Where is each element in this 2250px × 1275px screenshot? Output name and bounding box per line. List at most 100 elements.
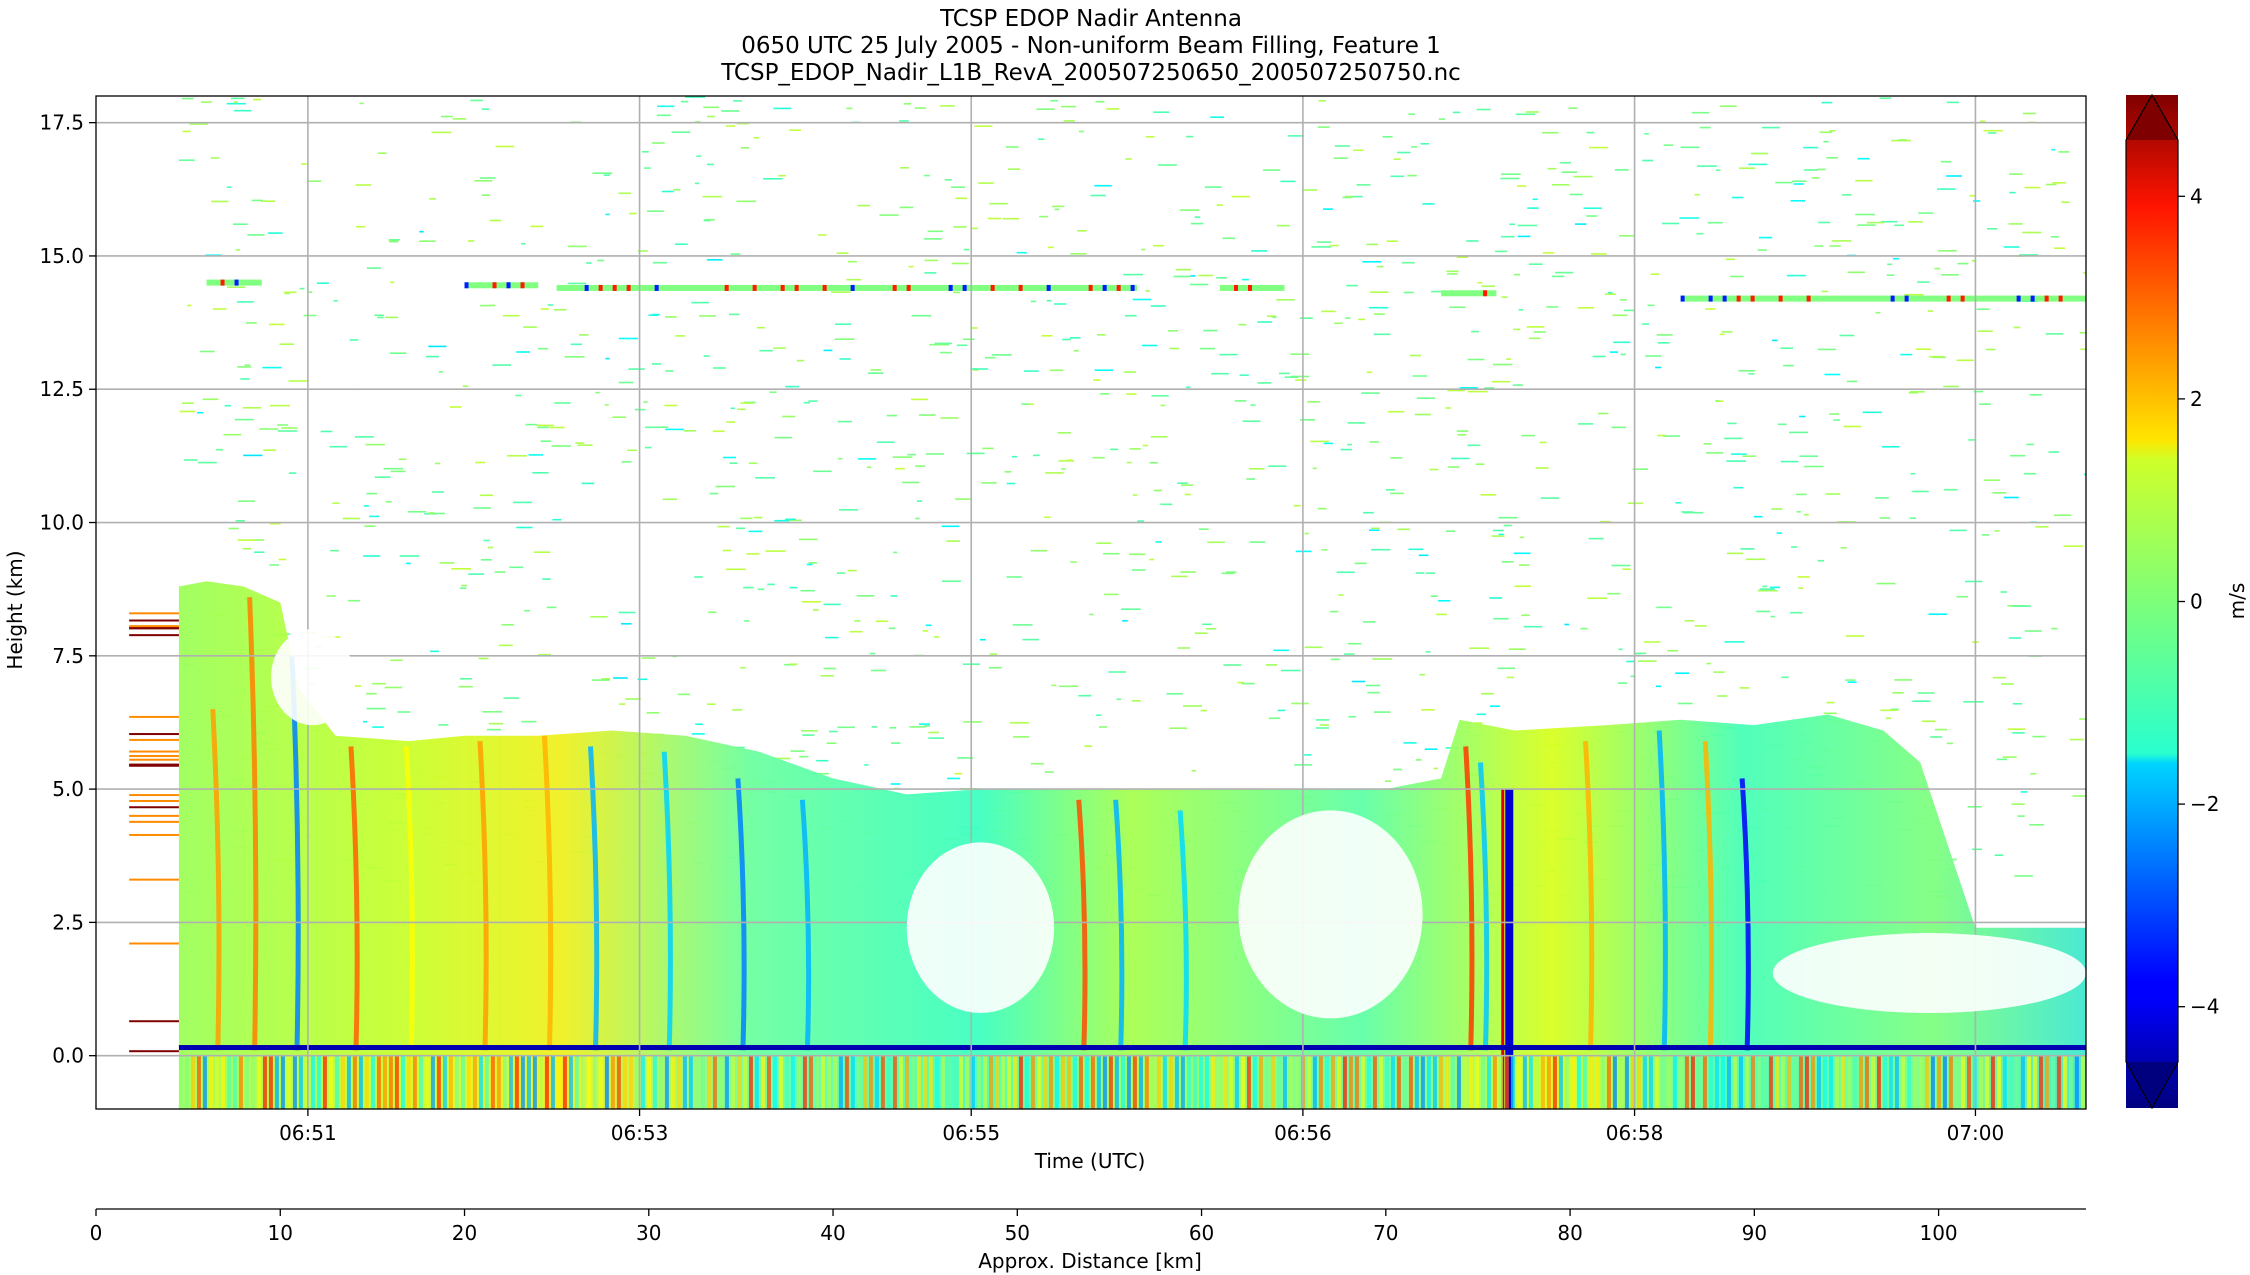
noise-speck <box>1481 693 1494 695</box>
noise-speck <box>270 404 290 407</box>
clutter-column <box>586 1055 591 1109</box>
noise-speck <box>1772 339 1778 342</box>
noise-speck <box>377 152 387 154</box>
colorbar-extend-top <box>2126 95 2178 140</box>
noise-speck <box>1278 372 1290 375</box>
noise-speck <box>389 240 399 243</box>
noise-speck <box>384 686 403 689</box>
noise-speck <box>1759 236 1773 239</box>
distance-tick-label: 70 <box>1373 1221 1398 1245</box>
noise-speck <box>1643 641 1661 643</box>
noise-speck <box>1149 462 1158 464</box>
colorbar-tick-label: −4 <box>2190 995 2219 1019</box>
noise-speck <box>1506 358 1511 360</box>
noise-speck <box>1317 126 1330 128</box>
anvil-segment <box>1680 295 2086 302</box>
velocity-streak <box>1477 762 1490 1051</box>
noise-speck <box>1334 145 1351 147</box>
noise-speck <box>251 199 263 202</box>
noise-speck <box>1721 331 1733 333</box>
noise-speck <box>989 653 998 655</box>
noise-speck <box>709 492 719 495</box>
velocity-streak <box>247 597 259 1051</box>
noise-speck <box>1106 108 1120 110</box>
noise-speck <box>2009 173 2023 175</box>
noise-speck <box>1662 222 1679 225</box>
x-tick-label: 06:56 <box>1274 1121 1332 1145</box>
noise-speck <box>238 500 255 502</box>
clutter-column <box>472 1055 477 1109</box>
clutter-column <box>1570 1055 1575 1109</box>
clutter-column <box>784 1055 789 1109</box>
noise-speck <box>1073 350 1079 352</box>
noise-speck <box>1890 708 1899 711</box>
noise-speck <box>462 385 469 387</box>
noise-speck <box>363 720 367 723</box>
noise-speck <box>1358 318 1365 321</box>
noise-speck <box>1222 237 1236 240</box>
noise-speck <box>1898 139 1907 141</box>
noise-speck <box>1280 180 1296 183</box>
noise-speck <box>1183 705 1202 707</box>
clutter-column <box>946 1055 951 1109</box>
noise-speck <box>1994 530 2000 532</box>
clutter-column <box>2056 1055 2061 1109</box>
clutter-column <box>670 1055 675 1109</box>
noise-speck <box>929 343 950 346</box>
noise-speck <box>2002 756 2017 758</box>
noise-speck <box>503 697 520 699</box>
noise-speck <box>1447 273 1458 275</box>
noise-speck <box>812 609 819 611</box>
noise-speck <box>1910 391 1925 393</box>
noise-speck <box>509 566 524 569</box>
noise-speck <box>262 366 282 369</box>
clutter-column <box>1060 1055 1065 1109</box>
noise-speck <box>532 472 549 474</box>
noise-speck <box>1181 484 1194 486</box>
noise-speck <box>1956 595 1968 598</box>
anvil-speck <box>2030 295 2035 302</box>
clutter-column <box>718 1055 723 1109</box>
noise-speck <box>398 458 407 461</box>
noise-speck <box>1780 347 1793 349</box>
noise-speck <box>575 442 585 444</box>
noise-speck <box>889 727 897 729</box>
clutter-column <box>1462 1055 1467 1109</box>
noise-speck <box>984 356 996 359</box>
clutter-column <box>442 1055 447 1109</box>
clutter-column <box>502 1055 507 1109</box>
noise-speck <box>825 636 839 639</box>
noise-speck <box>963 721 982 723</box>
noise-speck <box>1748 373 1755 375</box>
anvil-speck <box>1130 284 1135 291</box>
noise-speck <box>1467 358 1485 361</box>
noise-speck <box>1918 212 1934 214</box>
clutter-column <box>562 1055 567 1109</box>
clutter-column <box>1228 1055 1233 1109</box>
clutter-column <box>1048 1055 1053 1109</box>
noise-speck <box>1645 355 1662 357</box>
noise-speck <box>730 407 735 410</box>
noise-speck <box>704 218 715 221</box>
noise-speck <box>1493 363 1513 366</box>
noise-speck <box>2008 637 2022 639</box>
noise-speck <box>1356 184 1371 186</box>
clutter-column <box>970 1055 975 1109</box>
noise-speck <box>1759 588 1775 590</box>
noise-speck <box>1276 299 1295 301</box>
noise-speck <box>1946 742 1954 745</box>
noise-speck <box>712 430 725 433</box>
noise-speck <box>1667 649 1679 652</box>
clutter-column <box>820 1055 825 1109</box>
noise-speck <box>1609 351 1619 353</box>
clutter-column <box>1468 1055 1473 1109</box>
noise-speck <box>1050 99 1059 102</box>
clutter-column <box>1312 1055 1317 1109</box>
noise-speck <box>1632 468 1649 470</box>
velocity-streak <box>588 746 600 1051</box>
noise-speck <box>927 230 943 233</box>
clutter-column <box>1318 1055 1323 1109</box>
noise-speck <box>1466 240 1479 242</box>
noise-speck <box>1445 407 1451 409</box>
noise-speck <box>1304 646 1323 649</box>
